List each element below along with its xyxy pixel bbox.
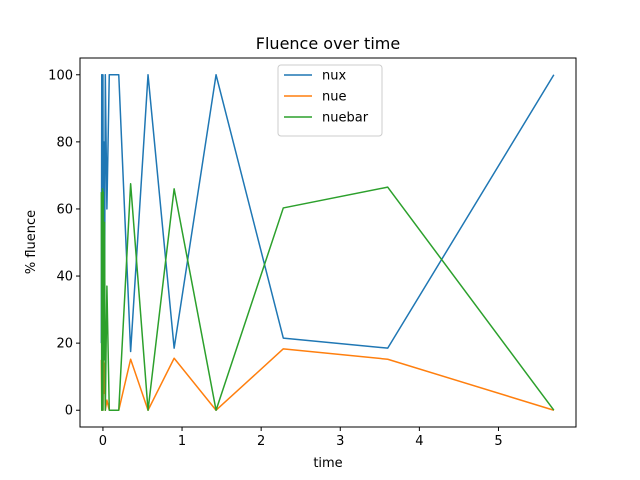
legend-label-nue: nue: [322, 90, 346, 105]
x-axis-label: time: [313, 456, 342, 471]
y-axis-label: % fluence: [24, 210, 39, 274]
series-line-nux: [100, 74, 555, 353]
legend-label-nux: nux: [322, 69, 346, 84]
y-tick-label: 80: [56, 135, 73, 150]
y-tick-label: 60: [56, 202, 73, 217]
x-tick-label: 3: [336, 434, 344, 449]
chart-title: Fluence over time: [256, 34, 400, 53]
x-tick-label: 4: [415, 434, 423, 449]
x-axis: 0 1 2 3 4 5: [99, 427, 503, 449]
plot-lines: [100, 74, 555, 411]
legend-box: [277, 64, 383, 137]
y-axis: 0 20 40 60 80 100: [48, 68, 80, 419]
x-tick-label: 5: [494, 434, 502, 449]
plot-frame: [79, 57, 577, 428]
series-line-nue: [100, 342, 555, 411]
y-tick-label: 40: [56, 270, 73, 285]
y-tick-label: 100: [48, 68, 73, 83]
x-tick-label: 1: [178, 434, 186, 449]
series-line-nuebar: [100, 183, 555, 411]
y-tick-label: 20: [56, 337, 73, 352]
y-tick-label: 0: [65, 404, 73, 419]
legend-label-nuebar: nuebar: [322, 111, 369, 126]
x-tick-label: 0: [99, 434, 107, 449]
legend: nux nue nuebar: [277, 64, 383, 137]
x-tick-label: 2: [257, 434, 265, 449]
